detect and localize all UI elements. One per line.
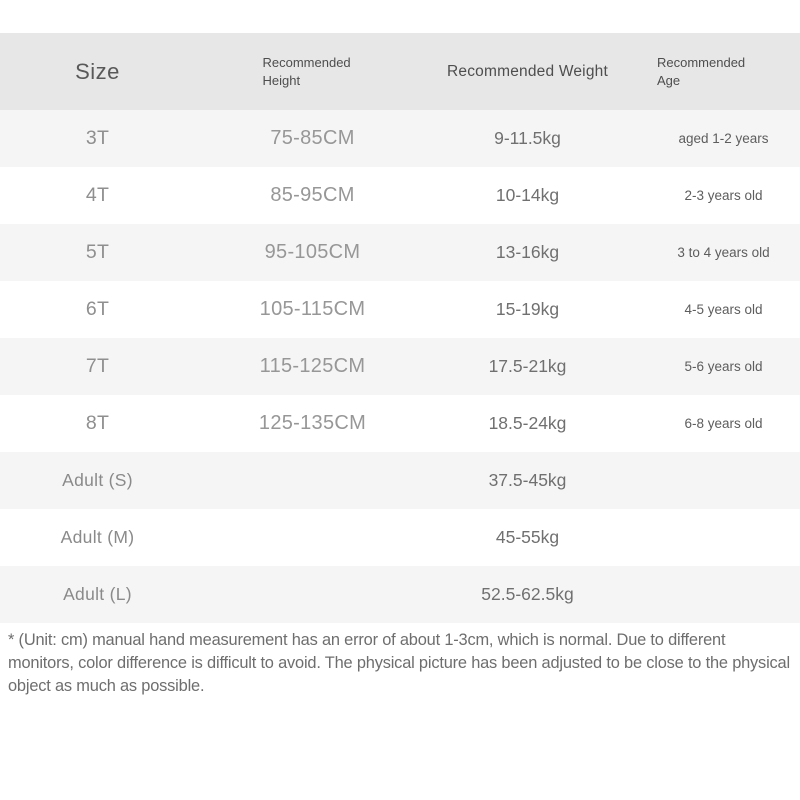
height-cell: 115-125CM bbox=[259, 355, 366, 377]
size-cell: Adult (L) bbox=[63, 584, 132, 604]
size-cell: 7T bbox=[85, 355, 110, 377]
weight-cell: 18.5-24kg bbox=[488, 413, 567, 433]
height-cell: 85-95CM bbox=[270, 184, 355, 206]
weight-cell: 37.5-45kg bbox=[488, 470, 567, 490]
table-header-row: Size Recommended Height Recommended Weig… bbox=[0, 33, 800, 110]
footnote-text: * (Unit: cm) manual hand measurement has… bbox=[8, 630, 790, 695]
age-cell: 2-3 years old bbox=[684, 188, 763, 203]
header-recommended-height-label: Recommended Height bbox=[262, 54, 351, 88]
table-row-5t: 5T 95-105CM 13-16kg 3 to 4 years old bbox=[0, 224, 800, 281]
weight-cell: 10-14kg bbox=[495, 185, 560, 205]
weight-cell: 15-19kg bbox=[495, 299, 560, 319]
table-row-adult-l: Adult (L) 52.5-62.5kg bbox=[0, 566, 800, 623]
size-cell: 6T bbox=[85, 298, 110, 320]
size-chart-table: Size Recommended Height Recommended Weig… bbox=[0, 33, 800, 623]
size-cell: 4T bbox=[85, 184, 110, 206]
weight-cell: 45-55kg bbox=[495, 527, 560, 547]
header-recommended-height: Recommended Height bbox=[195, 54, 430, 89]
size-cell: 3T bbox=[85, 127, 110, 149]
weight-cell: 17.5-21kg bbox=[488, 356, 567, 376]
header-size: Size bbox=[75, 58, 120, 84]
size-cell: 5T bbox=[85, 241, 110, 263]
height-cell: 105-115CM bbox=[259, 298, 366, 320]
header-recommended-age: Recommended Age bbox=[625, 54, 800, 89]
weight-cell: 13-16kg bbox=[495, 242, 560, 262]
table-row-3t: 3T 75-85CM 9-11.5kg aged 1-2 years bbox=[0, 110, 800, 167]
header-recommended-age-label: Recommended Age bbox=[657, 54, 746, 88]
height-cell: 95-105CM bbox=[264, 241, 361, 263]
table-row-7t: 7T 115-125CM 17.5-21kg 5-6 years old bbox=[0, 338, 800, 395]
table-row-4t: 4T 85-95CM 10-14kg 2-3 years old bbox=[0, 167, 800, 224]
table-row-adult-s: Adult (S) 37.5-45kg bbox=[0, 452, 800, 509]
age-cell: aged 1-2 years bbox=[678, 131, 769, 146]
size-cell: Adult (M) bbox=[60, 527, 135, 547]
table-row-8t: 8T 125-135CM 18.5-24kg 6-8 years old bbox=[0, 395, 800, 452]
age-cell: 6-8 years old bbox=[684, 416, 763, 431]
table-row-adult-m: Adult (M) 45-55kg bbox=[0, 509, 800, 566]
age-cell: 5-6 years old bbox=[684, 359, 763, 374]
size-cell: 8T bbox=[85, 412, 110, 434]
table-row-6t: 6T 105-115CM 15-19kg 4-5 years old bbox=[0, 281, 800, 338]
header-recommended-weight: Recommended Weight bbox=[447, 62, 608, 80]
height-cell: 125-135CM bbox=[258, 412, 367, 434]
weight-cell: 52.5-62.5kg bbox=[481, 584, 574, 604]
weight-cell: 9-11.5kg bbox=[494, 128, 561, 148]
top-spacer bbox=[0, 0, 800, 33]
age-cell: 4-5 years old bbox=[684, 302, 763, 317]
size-cell: Adult (S) bbox=[62, 470, 133, 490]
footnote-area: * (Unit: cm) manual hand measurement has… bbox=[0, 623, 800, 697]
age-cell: 3 to 4 years old bbox=[677, 245, 770, 260]
height-cell: 75-85CM bbox=[270, 127, 355, 149]
